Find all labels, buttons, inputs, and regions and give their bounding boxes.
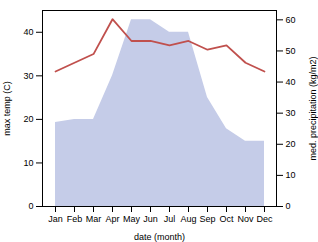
svg-text:20: 20 xyxy=(286,139,296,149)
svg-text:0: 0 xyxy=(286,201,291,211)
svg-text:Mar: Mar xyxy=(86,214,102,224)
svg-text:med. precipitation (kg/m2): med. precipitation (kg/m2) xyxy=(308,56,318,160)
svg-text:Apr: Apr xyxy=(105,214,119,224)
svg-text:0: 0 xyxy=(28,201,33,211)
svg-text:max temp (C): max temp (C) xyxy=(2,81,12,136)
svg-text:40: 40 xyxy=(23,27,33,37)
svg-text:30: 30 xyxy=(286,108,296,118)
svg-text:Dec: Dec xyxy=(256,214,273,224)
svg-text:20: 20 xyxy=(23,114,33,124)
svg-text:60: 60 xyxy=(286,15,296,25)
svg-text:10: 10 xyxy=(23,158,33,168)
svg-text:40: 40 xyxy=(286,77,296,87)
svg-text:Aug: Aug xyxy=(180,214,196,224)
svg-text:30: 30 xyxy=(23,71,33,81)
svg-text:date (month): date (month) xyxy=(134,232,185,242)
svg-text:Feb: Feb xyxy=(67,214,83,224)
svg-text:Jul: Jul xyxy=(164,214,176,224)
svg-text:Nov: Nov xyxy=(237,214,254,224)
svg-text:50: 50 xyxy=(286,46,296,56)
svg-text:Oct: Oct xyxy=(219,214,234,224)
svg-text:10: 10 xyxy=(286,170,296,180)
svg-text:Jun: Jun xyxy=(143,214,158,224)
svg-text:Sep: Sep xyxy=(199,214,215,224)
svg-text:May: May xyxy=(123,214,141,224)
svg-text:Jan: Jan xyxy=(48,214,63,224)
